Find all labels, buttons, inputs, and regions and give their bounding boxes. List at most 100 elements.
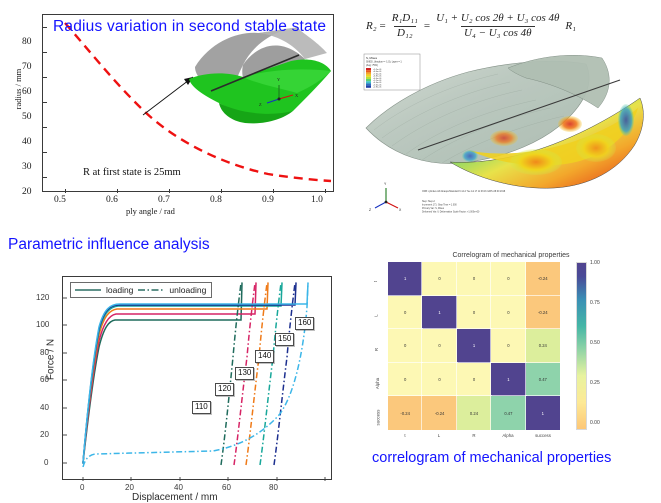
svg-text:Y: Y — [277, 77, 281, 82]
unloading-curve-160 — [82, 282, 309, 468]
colorbar-tick-label: 1.00 — [590, 260, 600, 266]
x-tick-label: 80 — [269, 483, 278, 492]
heatmap-row-label: R — [374, 347, 380, 352]
unloading-curve-150 — [273, 282, 296, 466]
heatmap-cell: -0.24 — [421, 395, 458, 431]
x-tick-label: 0.8 — [210, 195, 222, 205]
heatmap-row-label: t — [373, 280, 379, 283]
heatmap-cell: 0 — [387, 362, 423, 397]
y-tickmark — [43, 102, 47, 103]
x-tick-label: 20 — [125, 483, 134, 492]
heatmap-cell: 1 — [524, 395, 561, 431]
y-tickmark — [43, 77, 47, 78]
heatmap-col-label: R — [472, 433, 476, 438]
heatmap-cell: 0.24 — [456, 395, 492, 431]
formula-fraction-1: R₁D₁₁ D₁₂ — [389, 12, 421, 41]
heatmap-row-label: L — [373, 314, 379, 317]
first-state-annotation: R at first state is 25mm — [83, 167, 181, 178]
x-tickmark — [65, 189, 66, 193]
radius-y-axis-label: radius / mm — [13, 68, 23, 110]
heatmap-cell: 0.24 — [524, 328, 561, 364]
heatmap-cell: 0 — [456, 261, 492, 297]
svg-text:Deformed Var: U Deformation: Deformed Var: U Deformation Scale Factor… — [422, 211, 480, 214]
heatmap-cell: 1 — [456, 328, 492, 364]
panel-parametric-influence: Parametric influence analysis — [0, 234, 348, 503]
force-displacement-plot-frame: 110 120 130 140 150 160 — [62, 276, 332, 481]
heatmap-cell: 0 — [421, 328, 458, 364]
colorbar-tick-label: 0.75 — [590, 300, 600, 306]
heatmap-cell: 0 — [456, 295, 492, 330]
radius-plot-title: Radius variation in second stable state — [53, 18, 327, 35]
formula-frac2-numerator: U₁ + U₂ cos 2θ + U₃ cos 4θ — [436, 12, 560, 24]
y-tick-label: 40 — [22, 137, 32, 147]
heatmap-col-label: success — [535, 433, 551, 438]
svg-text:+7.6e+01: +7.6e+01 — [373, 73, 382, 75]
heatmap-cell: 0.47 — [490, 395, 527, 431]
y-tickmark — [43, 152, 47, 153]
svg-text:+2.8e+01: +2.8e+01 — [373, 87, 382, 89]
formula-frac2-denominator: U₄ − U₃ cos 4θ — [461, 25, 535, 41]
x-tickmark — [221, 189, 222, 193]
svg-text:X: X — [295, 93, 299, 98]
heatmap-cell: 0 — [421, 362, 458, 397]
colorbar-tick-label: 0.00 — [590, 420, 600, 426]
fea-footer-text: ODB: cylinder.odb Abaqus/Standard 6.14-2… — [422, 190, 506, 214]
legend-swatch-unloading — [138, 286, 165, 294]
y-tick-label: 50 — [22, 112, 32, 122]
force-y-axis-label: Force / N — [45, 338, 57, 381]
heatmap-cell: 1 — [387, 261, 423, 297]
legend-swatch-loading — [75, 286, 101, 294]
radius-formula: R₂ = R₁D₁₁ D₁₂ = U₁ + U₂ cos 2θ + U₃ cos… — [366, 12, 576, 41]
formula-lhs: R₂ — [366, 20, 377, 33]
heatmap-cell: -0.24 — [524, 261, 561, 297]
radius-curve-svg: Y X Z — [64, 22, 332, 183]
unloading-curve-110 — [220, 282, 242, 466]
series-label-120: 120 — [215, 383, 235, 396]
heatmap-cell: 0 — [387, 295, 423, 330]
heatmap-cell: 0 — [490, 295, 527, 330]
svg-text:Z: Z — [259, 102, 262, 107]
y-tick-label: 60 — [22, 87, 32, 97]
force-x-axis-label: Displacement / mm — [132, 492, 218, 503]
heatmap-col-label: Alpha — [502, 433, 514, 438]
y-tick-label: 70 — [22, 62, 32, 72]
force-displacement-legend[interactable]: loading unloading — [70, 282, 213, 298]
x-tick-label: 0.9 — [262, 195, 274, 205]
heatmap-row-label: Alpha — [375, 377, 381, 390]
svg-text:Step: Step-2: Step: Step-2 — [422, 200, 435, 203]
correlogram-caption: correlogram of mechanical properties — [372, 450, 612, 466]
y-tick-label: 60 — [40, 375, 49, 384]
y-tick-label: 20 — [22, 187, 32, 197]
heatmap-cell: 0 — [421, 261, 458, 297]
heatmap-cell: 0 — [490, 261, 527, 297]
heatmap-cell: 1 — [421, 295, 458, 330]
svg-text:+9.2e+01: +9.2e+01 — [373, 69, 382, 71]
heatmap-cell: 0.47 — [524, 362, 561, 397]
force-displacement-curves-svg — [63, 282, 326, 481]
x-tick-label: 1.0 — [311, 195, 323, 205]
colorbar-tick-label: 0.25 — [590, 380, 600, 386]
panel-radius-variation: Y X Z R at first state is 25mm — [6, 6, 346, 228]
heatmap-cell: 0 — [387, 328, 423, 364]
triad-icon: Y X Z — [369, 182, 402, 212]
svg-text:+4.4e+01: +4.4e+01 — [373, 82, 382, 84]
heatmap-cell: 0 — [456, 362, 492, 397]
formula-frac1-denominator: D₁₂ — [394, 25, 416, 41]
series-label-110: 110 — [192, 401, 211, 414]
bistable-shell-3d-surface: Y X Z — [189, 27, 331, 124]
svg-text:SNEG, (fraction = -1.0), Layer: SNEG, (fraction = -1.0), Layer = 1 — [366, 61, 402, 64]
heatmap-cell: -0.24 — [387, 395, 423, 431]
radius-dashed-curve — [64, 22, 332, 183]
x-tick-label: 0.7 — [158, 195, 170, 205]
correlogram-chart-title: Correlogram of mechanical properties — [452, 252, 570, 259]
svg-text:Primary Var: S, Mises: Primary Var: S, Mises — [422, 207, 445, 210]
legend-label-loading: loading — [106, 285, 134, 295]
heatmap-col-label: t — [404, 433, 406, 438]
series-label-150: 150 — [275, 333, 295, 346]
abaqus-fea-stress-contour: S, Mises SNEG, (fraction = -1.0), Layer … — [363, 53, 644, 214]
y-tick-label: 40 — [40, 403, 49, 412]
correlogram-heatmap: 1 0 0 0 -0.24 0 1 0 0 -0.24 0 0 1 0 0.24… — [387, 261, 561, 431]
y-tickmark — [43, 52, 47, 53]
radius-x-axis-label: ply angle / rad — [126, 206, 175, 216]
loading-curve-160 — [82, 282, 309, 464]
